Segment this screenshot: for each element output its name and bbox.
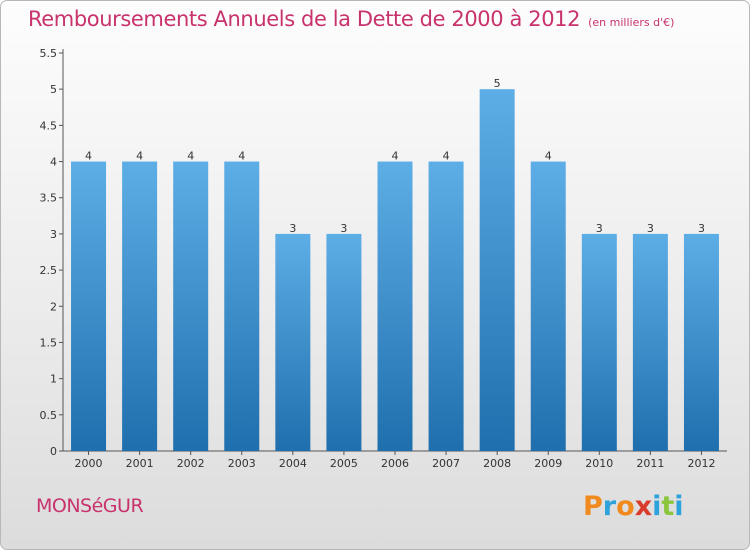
x-tick-label: 2003 <box>228 457 256 470</box>
chart-title-text: Remboursements Annuels de la Dette de 20… <box>28 7 581 31</box>
chart-unit: (en milliers d'€) <box>588 16 675 29</box>
y-tick-label: 1.5 <box>40 336 58 349</box>
bar <box>683 233 719 451</box>
bar <box>632 233 668 451</box>
bar <box>224 161 260 451</box>
y-tick-label: 0.5 <box>40 409 58 422</box>
bar <box>377 161 413 451</box>
data-label: 4 <box>85 150 92 163</box>
data-label: 3 <box>596 222 603 235</box>
y-tick-label: 2.5 <box>40 264 58 277</box>
data-label: 4 <box>187 150 194 163</box>
city-name: MONSéGUR <box>36 495 144 517</box>
y-tick-label: 1 <box>50 373 57 386</box>
data-label: 4 <box>443 150 450 163</box>
data-label: 4 <box>392 150 399 163</box>
x-tick-label: 2000 <box>75 457 103 470</box>
y-tick-label: 3.5 <box>40 192 58 205</box>
data-label: 4 <box>238 150 245 163</box>
data-label: 5 <box>494 77 501 90</box>
data-label: 3 <box>647 222 654 235</box>
x-tick-label: 2007 <box>432 457 460 470</box>
bar <box>326 233 362 451</box>
y-tick-label: 5.5 <box>40 47 58 60</box>
x-tick-label: 2005 <box>330 457 358 470</box>
bar <box>173 161 209 451</box>
x-tick-label: 2004 <box>279 457 307 470</box>
data-label: 4 <box>136 150 143 163</box>
bar <box>428 161 464 451</box>
y-tick-label: 3 <box>50 228 57 241</box>
bar <box>530 161 566 451</box>
x-tick-label: 2002 <box>177 457 205 470</box>
x-tick-label: 2008 <box>483 457 511 470</box>
chart-title: Remboursements Annuels de la Dette de 20… <box>28 7 674 31</box>
data-label: 3 <box>340 222 347 235</box>
bar <box>71 161 107 451</box>
data-label: 4 <box>545 150 552 163</box>
bar <box>122 161 158 451</box>
x-tick-label: 2009 <box>534 457 562 470</box>
bar <box>479 89 515 451</box>
bar <box>581 233 617 451</box>
x-tick-label: 2006 <box>381 457 409 470</box>
data-label: 3 <box>698 222 705 235</box>
axes: 0 0.5 1 1.5 2 2.5 3 3.5 4 4.5 5 5.5 2000 2001 2002 2003… <box>40 47 727 470</box>
bars-group <box>71 89 719 451</box>
x-tick-label: 2010 <box>585 457 613 470</box>
data-label: 3 <box>289 222 296 235</box>
y-tick-label: 2 <box>50 300 57 313</box>
x-tick-label: 2012 <box>687 457 715 470</box>
x-tick-label: 2011 <box>636 457 664 470</box>
y-tick-label: 4 <box>50 156 57 169</box>
x-tick-label: 2001 <box>126 457 154 470</box>
y-tick-label: 5 <box>50 83 57 96</box>
proxiti-logo: Proxiti <box>583 491 684 522</box>
y-tick-label: 0 <box>50 445 57 458</box>
data-labels-group: 4 4 4 4 3 3 4 4 5 4 3 3 3 <box>85 77 705 235</box>
bar <box>275 233 311 451</box>
y-tick-label: 4.5 <box>40 119 58 132</box>
